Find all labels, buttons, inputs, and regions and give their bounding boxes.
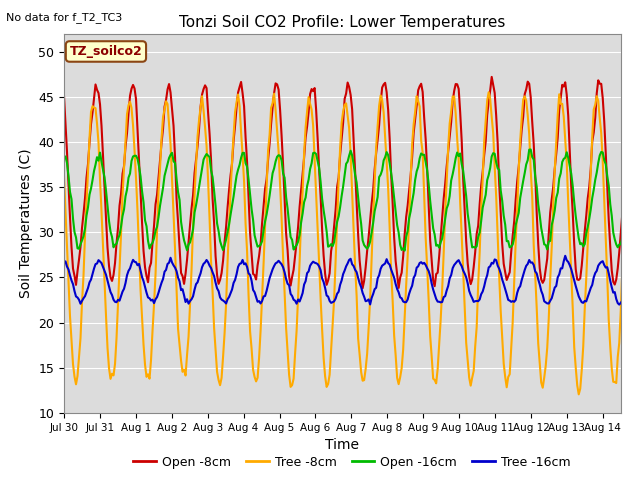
Text: No data for f_T2_TC3: No data for f_T2_TC3 (6, 12, 123, 23)
Tree -8cm (634, 132, 640, 137)
Line: Open -8cm: Open -8cm (64, 77, 639, 288)
Open -16cm (356, 209, 364, 215)
Tree -16cm (635, 259, 640, 264)
Tree -16cm (79, 295, 87, 301)
Open -8cm (634, 81, 640, 87)
X-axis label: Time: Time (325, 438, 360, 452)
Tree -8cm (575, 392, 582, 397)
Open -16cm (98, 159, 106, 165)
Tree -8cm (470, 368, 477, 374)
Tree -8cm (557, 101, 564, 107)
Tree -8cm (79, 273, 87, 278)
Tree -16cm (561, 253, 569, 259)
Tree -16cm (556, 272, 563, 277)
Open -16cm (471, 245, 479, 251)
Y-axis label: Soil Temperatures (C): Soil Temperatures (C) (19, 148, 33, 298)
Open -8cm (558, 82, 566, 88)
Legend: Open -8cm, Tree -8cm, Open -16cm, Tree -16cm: Open -8cm, Tree -8cm, Open -16cm, Tree -… (129, 451, 575, 474)
Open -16cm (635, 150, 640, 156)
Text: TZ_soilco2: TZ_soilco2 (70, 45, 142, 58)
Line: Tree -8cm: Tree -8cm (64, 92, 639, 395)
Open -16cm (401, 248, 408, 253)
Tree -16cm (634, 256, 640, 262)
Open -16cm (527, 146, 534, 152)
Open -8cm (635, 95, 640, 100)
Open -8cm (60, 93, 68, 99)
Tree -16cm (356, 280, 364, 286)
Open -16cm (634, 148, 640, 154)
Tree -16cm (98, 260, 106, 266)
Open -8cm (471, 250, 479, 255)
Open -8cm (79, 211, 87, 216)
Tree -8cm (98, 209, 106, 215)
Line: Tree -16cm: Tree -16cm (64, 256, 639, 305)
Title: Tonzi Soil CO2 Profile: Lower Temperatures: Tonzi Soil CO2 Profile: Lower Temperatur… (179, 15, 506, 30)
Tree -16cm (470, 299, 477, 305)
Tree -8cm (60, 174, 68, 180)
Tree -8cm (485, 89, 493, 95)
Open -16cm (60, 154, 68, 160)
Tree -8cm (356, 352, 364, 358)
Open -16cm (558, 159, 566, 165)
Open -8cm (98, 123, 106, 129)
Tree -16cm (60, 260, 68, 266)
Open -8cm (356, 258, 364, 264)
Tree -16cm (616, 302, 623, 308)
Tree -8cm (635, 162, 640, 168)
Open -16cm (79, 233, 87, 239)
Open -8cm (488, 74, 495, 80)
Line: Open -16cm: Open -16cm (64, 149, 639, 251)
Open -8cm (359, 285, 367, 291)
